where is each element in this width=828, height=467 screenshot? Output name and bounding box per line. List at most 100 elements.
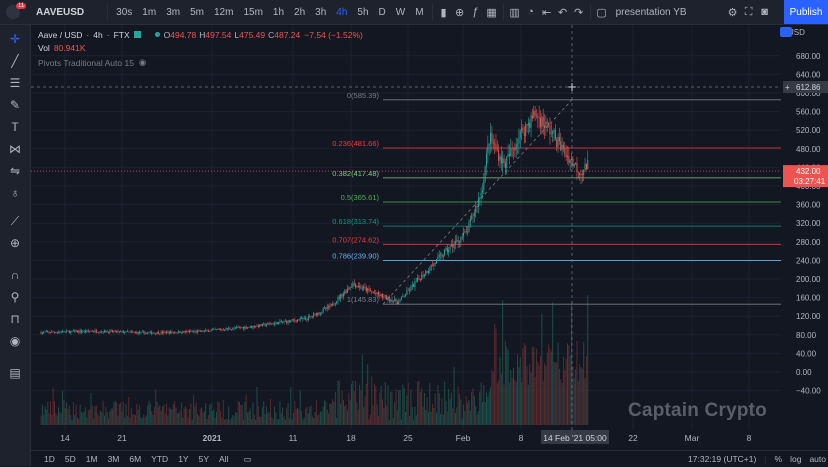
- time-axis[interactable]: 14 21 2021 11 18 25 Feb 8 14 Feb '21 05:00 22 Mar 8: [60, 430, 752, 444]
- volume-bar: [426, 397, 428, 425]
- range-3m[interactable]: 3M: [107, 454, 120, 464]
- publish-button[interactable]: Publish: [784, 0, 828, 24]
- candle-body: [270, 323, 271, 325]
- brush-icon[interactable]: ✎: [9, 98, 21, 112]
- clock[interactable]: 17:32:19 (UTC+1): [688, 454, 757, 464]
- candle-body: [305, 317, 307, 319]
- prediction-icon[interactable]: ⇋: [9, 164, 21, 178]
- interval-m[interactable]: M: [415, 6, 424, 18]
- candle-body: [114, 330, 116, 332]
- range-all[interactable]: All: [219, 454, 229, 464]
- volume-bar: [383, 408, 385, 425]
- range-5y[interactable]: 5Y: [198, 454, 209, 464]
- range-5d[interactable]: 5D: [64, 454, 76, 464]
- hide-drawings-eye-icon[interactable]: ◉: [9, 334, 21, 348]
- interval-1h[interactable]: 1h: [272, 6, 285, 18]
- volume-bar: [548, 344, 550, 425]
- interval-5m[interactable]: 5m: [190, 6, 204, 18]
- range-6m[interactable]: 6M: [129, 454, 142, 464]
- snapshot-camera-icon[interactable]: ◙: [761, 6, 768, 18]
- trash-icon[interactable]: ▤: [9, 366, 21, 380]
- pattern-icon[interactable]: ⋈: [9, 142, 21, 156]
- layout-name[interactable]: presentation YB: [615, 6, 687, 18]
- volume-bar: [337, 380, 339, 425]
- pivots-indicator-label[interactable]: Pivots Traditional Auto 15: [38, 57, 134, 68]
- volume-bar: [476, 413, 478, 425]
- legend-symbol[interactable]: Aave / USD: [38, 29, 83, 40]
- candle-body: [44, 331, 46, 333]
- percent-toggle[interactable]: %: [774, 454, 783, 464]
- interval-w[interactable]: W: [395, 6, 406, 18]
- interval-30s[interactable]: 30s: [116, 6, 133, 18]
- interval-12m[interactable]: 12m: [214, 6, 234, 18]
- price-axis[interactable]: USD 680.00 640.00 600.00 560.00 520.00 480.00 4…: [783, 28, 828, 396]
- price-chart[interactable]: 0(585.39) 0.236(481.66) 0.382(417.48) 0.5(3…: [31, 25, 828, 450]
- candle-body: [314, 313, 316, 314]
- layout-icon[interactable]: ▢: [596, 6, 607, 19]
- volume-bar: [465, 396, 467, 425]
- candle-body: [573, 164, 575, 167]
- candle-body: [321, 311, 323, 313]
- fib-retracement-icon[interactable]: ☰: [9, 76, 21, 90]
- templates-icon[interactable]: ▦: [486, 6, 497, 19]
- range-1y[interactable]: 1Y: [178, 454, 189, 464]
- alert-icon[interactable]: ◔: [527, 6, 534, 18]
- user-avatar[interactable]: 11: [6, 3, 27, 19]
- candle-body: [103, 330, 105, 333]
- candle-body: [491, 132, 493, 143]
- indicators-icon[interactable]: ⊕: [454, 6, 465, 19]
- zoom-in-icon[interactable]: ⊕: [9, 236, 21, 250]
- range-ytd[interactable]: YTD: [151, 454, 169, 464]
- magnet-icon[interactable]: ∩: [10, 268, 20, 282]
- interval-2h[interactable]: 2h: [294, 6, 306, 18]
- interval-d[interactable]: D: [378, 6, 386, 18]
- volume-bar: [322, 406, 324, 425]
- trend-line-icon[interactable]: ╱: [11, 54, 19, 68]
- symbol-search[interactable]: AAVEUSD: [36, 6, 85, 18]
- volume-bar: [292, 412, 294, 425]
- fullscreen-icon[interactable]: ⛶: [744, 5, 753, 18]
- settings-gear-icon[interactable]: ⚙: [727, 6, 738, 19]
- crosshair-icon[interactable]: ✛: [9, 32, 21, 46]
- time-tick: 2021: [203, 433, 222, 443]
- volume-bar: [438, 392, 440, 425]
- lock-icon[interactable]: ⊓: [10, 312, 20, 326]
- candle-body: [79, 330, 81, 333]
- goto-date-icon[interactable]: ▭: [243, 453, 252, 464]
- candle-body: [549, 125, 551, 134]
- interval-3m[interactable]: 3m: [166, 6, 181, 18]
- interval-3h[interactable]: 3h: [315, 6, 327, 18]
- replay-icon[interactable]: ⇤: [541, 6, 552, 19]
- camera-icon[interactable]: [780, 27, 792, 37]
- bar-style-icon[interactable]: ▥: [509, 6, 520, 19]
- range-1m[interactable]: 1M: [85, 454, 98, 464]
- interval-5h[interactable]: 5h: [357, 6, 369, 18]
- volume-bar: [125, 404, 127, 425]
- auto-toggle[interactable]: auto: [809, 454, 826, 464]
- volume-bar: [180, 402, 182, 425]
- lock-drawings-icon[interactable]: ⚲: [10, 290, 20, 304]
- eye-icon[interactable]: ◉: [138, 57, 147, 67]
- shapes-icon[interactable]: ♁: [10, 186, 20, 200]
- compare-icon[interactable]: ƒ: [472, 6, 479, 18]
- volume-bar: [330, 403, 332, 425]
- interval-15m[interactable]: 15m: [243, 6, 263, 18]
- ruler-icon[interactable]: ⟋: [10, 214, 20, 228]
- interval-1m[interactable]: 1m: [142, 6, 157, 18]
- volume-bar: [278, 419, 280, 425]
- volume-bar: [572, 366, 574, 425]
- volume-bar: [533, 347, 535, 425]
- volume-bar: [282, 407, 284, 425]
- text-tool-icon[interactable]: T: [11, 120, 19, 134]
- log-toggle[interactable]: log: [790, 454, 802, 464]
- volume-bar: [299, 390, 301, 425]
- candle-body: [41, 332, 43, 334]
- range-1d[interactable]: 1D: [44, 454, 55, 464]
- redo-icon[interactable]: ↷: [573, 6, 584, 19]
- fib-retracement[interactable]: 0(585.39) 0.236(481.66) 0.382(417.48) 0.5(3…: [332, 91, 781, 305]
- undo-icon[interactable]: ↶: [557, 6, 568, 19]
- chart-type-icon[interactable]: ▮: [440, 6, 447, 19]
- interval-4h[interactable]: 4h: [336, 6, 348, 18]
- volume-bar: [129, 417, 131, 425]
- volume-bar: [498, 380, 500, 425]
